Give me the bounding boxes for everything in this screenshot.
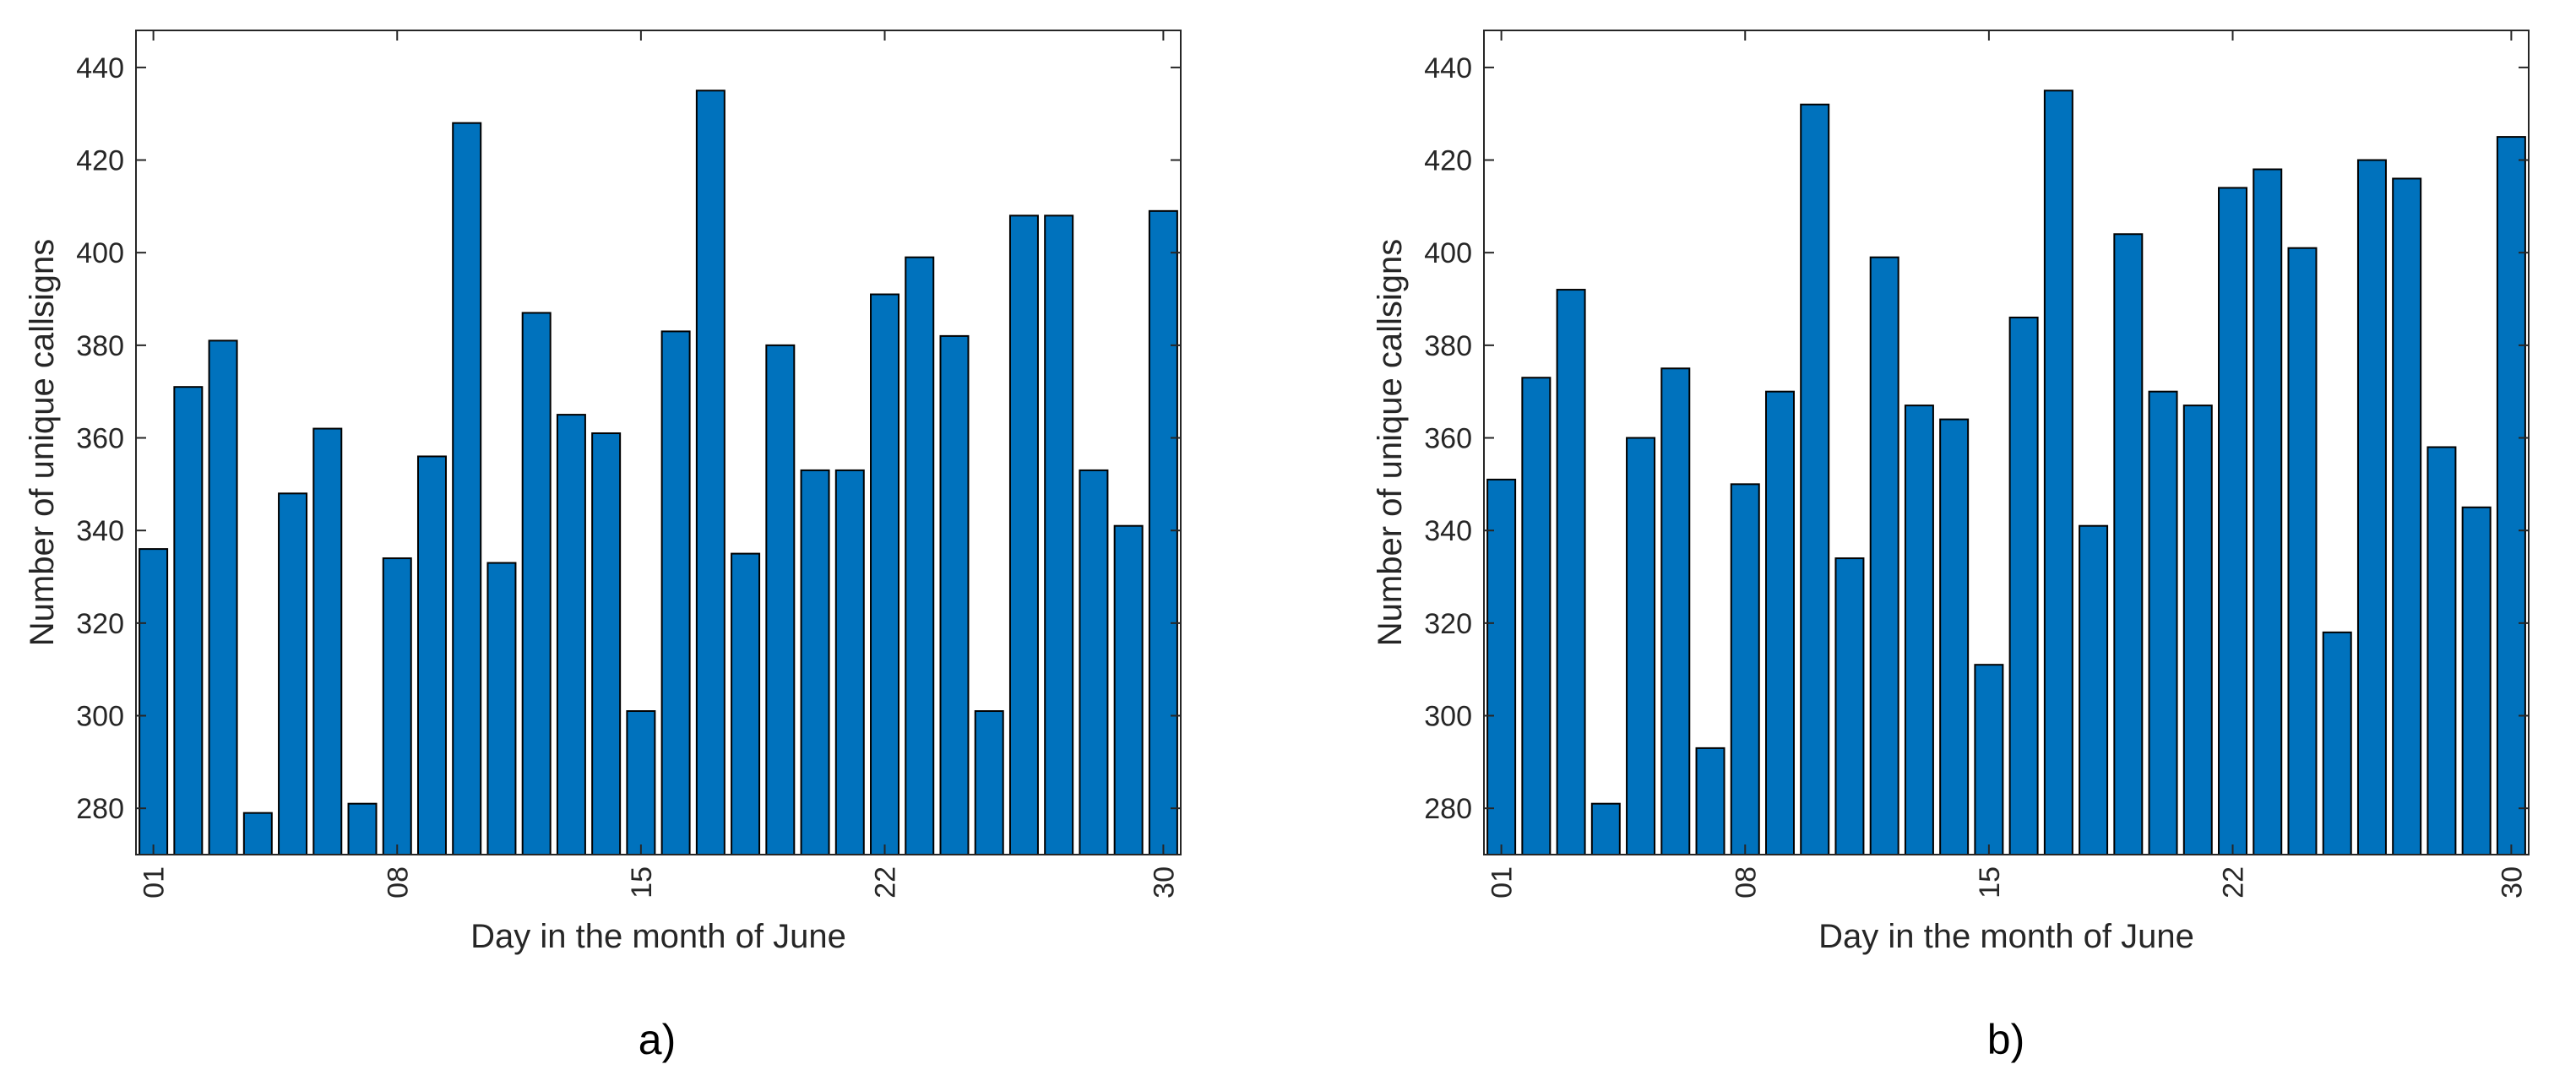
bar-day-24 [939, 334, 970, 855]
bar-day-17 [695, 90, 726, 856]
bar-day-26 [1008, 214, 1039, 855]
x-tick-label: 01 [139, 866, 171, 899]
bar-day-22 [2218, 187, 2248, 856]
chart-panel-b: 280 300 320 340 360 380 400 420 440 01 08 15 22 30 Day… [1372, 30, 2530, 1063]
bar-day-30 [1148, 209, 1178, 855]
bar-day-19 [765, 344, 796, 855]
bar-day-15 [626, 710, 656, 855]
x-tick-label: 01 [1486, 866, 1519, 899]
panel-label-a: a) [639, 1016, 676, 1063]
bar-day-09 [1764, 390, 1795, 856]
y-axis-title: Number of unique callsigns [24, 239, 61, 646]
bar-day-07 [347, 802, 378, 855]
plot-frame [1483, 30, 2530, 855]
y-tick-label: 280 [1424, 793, 1472, 825]
bar-day-13 [556, 414, 586, 855]
bar-day-04 [242, 812, 273, 855]
bar-day-20 [800, 469, 830, 855]
x-tick-label: 22 [2218, 866, 2250, 899]
bar-day-26 [2356, 159, 2387, 856]
bar-day-17 [2043, 90, 2073, 856]
bar-day-23 [905, 256, 935, 856]
bar-day-07 [1695, 747, 1725, 855]
y-tick-label: 440 [76, 52, 124, 84]
y-tick-label: 360 [1424, 423, 1472, 455]
bar-day-09 [416, 455, 447, 856]
x-tick-label: 15 [626, 866, 658, 899]
chart-panel-a: 280 300 320 340 360 380 400 420 440 01 08 15 22 30 Day… [24, 30, 1182, 1063]
bar-day-02 [173, 386, 204, 855]
bar-day-08 [1730, 483, 1760, 855]
y-tick-label: 300 [1424, 701, 1472, 733]
bar-day-30 [2496, 136, 2526, 855]
bar-day-18 [731, 552, 761, 855]
bar-day-15 [1974, 664, 2004, 856]
bar-day-21 [2182, 405, 2213, 855]
bar-day-18 [2079, 524, 2109, 856]
x-tick-label: 08 [1730, 866, 1762, 899]
y-tick-label: 320 [76, 608, 124, 640]
bar-day-16 [2008, 316, 2039, 855]
y-tick-label: 360 [76, 423, 124, 455]
y-tick-label: 400 [76, 237, 124, 269]
bar-day-12 [1869, 256, 1899, 856]
y-tick-label: 420 [76, 145, 124, 177]
bar-day-16 [660, 330, 691, 855]
y-axis-title: Number of unique callsigns [1372, 239, 1409, 646]
y-tick-label: 320 [1424, 608, 1472, 640]
x-axis-title: Day in the month of June [470, 918, 846, 955]
bar-day-11 [486, 562, 517, 855]
bar-day-29 [2461, 506, 2492, 855]
bar-day-21 [834, 469, 865, 855]
bar-day-12 [521, 312, 552, 855]
x-axis-title: Day in the month of June [1818, 918, 2194, 955]
y-tick-label: 340 [1424, 515, 1472, 547]
bar-day-03 [1556, 289, 1586, 856]
bar-day-28 [1079, 469, 1109, 855]
bar-day-05 [278, 492, 308, 856]
y-tick-label: 300 [76, 701, 124, 733]
bar-day-05 [1626, 437, 1656, 855]
bar-day-27 [1044, 214, 1074, 855]
bar-day-02 [1521, 377, 1552, 855]
y-tick-label: 440 [1424, 52, 1472, 84]
bar-day-29 [1113, 524, 1144, 856]
bar-day-04 [1590, 802, 1621, 855]
bar-day-28 [2427, 446, 2457, 855]
y-tick-label: 420 [1424, 145, 1472, 177]
bar-day-19 [2113, 233, 2144, 855]
bar-day-10 [452, 122, 482, 856]
y-tick-label: 380 [1424, 330, 1472, 362]
bar-day-24 [2287, 247, 2318, 855]
bar-day-03 [208, 339, 238, 855]
x-tick-label: 08 [382, 866, 414, 899]
y-tick-label: 400 [1424, 237, 1472, 269]
bar-day-25 [2322, 631, 2352, 855]
y-tick-label: 340 [76, 515, 124, 547]
plot-frame [135, 30, 1182, 855]
x-tick-label: 15 [1974, 866, 2006, 899]
bar-day-01 [139, 548, 169, 855]
bar-day-22 [870, 293, 900, 856]
bar-day-14 [591, 432, 622, 855]
bar-day-13 [1904, 405, 1934, 855]
x-tick-label: 30 [2496, 866, 2528, 899]
x-tick-label: 30 [1148, 866, 1180, 899]
panel-label-b: b) [1987, 1016, 2024, 1063]
y-tick-label: 280 [76, 793, 124, 825]
bar-day-14 [1939, 418, 1970, 855]
bar-day-20 [2148, 390, 2178, 856]
bar-day-06 [312, 427, 343, 855]
bar-day-10 [1800, 103, 1830, 855]
bar-day-27 [2392, 177, 2422, 855]
bar-day-25 [974, 710, 1004, 855]
y-tick-label: 380 [76, 330, 124, 362]
x-tick-label: 22 [870, 866, 902, 899]
bar-day-11 [1834, 557, 1865, 856]
bar-day-23 [2253, 168, 2283, 855]
bar-day-06 [1660, 367, 1691, 855]
bar-day-01 [1486, 478, 1517, 855]
bar-day-08 [382, 557, 412, 856]
